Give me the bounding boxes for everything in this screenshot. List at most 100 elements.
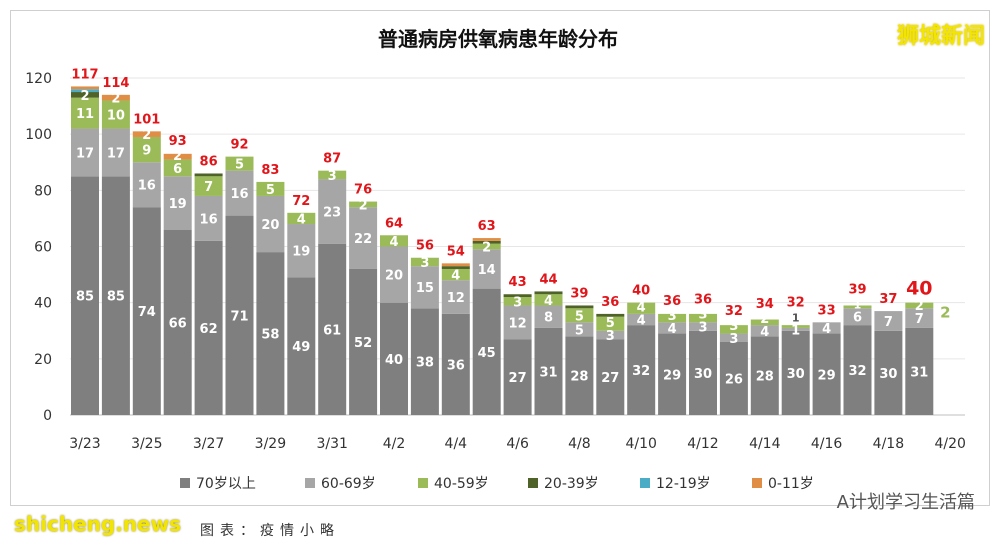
- y-tick-label: 40: [34, 296, 52, 312]
- bar-segment: [905, 327, 934, 415]
- segment-label: 31: [910, 365, 928, 380]
- segment-label: 4: [544, 294, 553, 309]
- legend-swatch: [752, 478, 762, 488]
- total-label: 40: [632, 284, 650, 299]
- side-label: 2: [940, 304, 950, 322]
- total-label: 76: [354, 183, 372, 198]
- total-label: 40: [906, 278, 932, 300]
- total-label: 37: [879, 292, 897, 307]
- bar-segment: [287, 277, 316, 415]
- bar-segment: [194, 176, 223, 196]
- bar-segment: [658, 322, 687, 334]
- bar-segment: [658, 313, 687, 323]
- segment-label: 52: [354, 336, 372, 351]
- segment-label: 29: [818, 368, 836, 383]
- bar-segment: [380, 235, 408, 247]
- bar-segment: [596, 339, 625, 415]
- bar-segment: [163, 176, 192, 230]
- segment-label: 3: [328, 169, 337, 184]
- segment-label: 1: [791, 323, 800, 338]
- total-label: 39: [848, 283, 866, 298]
- watermark-top-right: 狮城新闻: [896, 24, 985, 49]
- y-tick-label: 100: [25, 127, 52, 143]
- bar-segment: [472, 249, 501, 289]
- legend-swatch: [418, 478, 428, 488]
- segment-label: 3: [668, 309, 677, 324]
- bar-segment: [781, 327, 810, 331]
- segment-label: 2: [359, 198, 368, 213]
- bar-segment: [71, 97, 99, 129]
- bar-segment: [812, 333, 841, 415]
- bar-segment: [410, 266, 439, 309]
- bar-segment: [472, 243, 501, 250]
- segment-label: 3: [698, 321, 707, 336]
- y-tick-label: 60: [34, 240, 52, 256]
- bar-segment: [719, 341, 748, 415]
- segment-label: 3: [606, 329, 615, 344]
- bar-segment: [318, 179, 347, 244]
- segment-label: 7: [884, 315, 893, 330]
- legend-label: 12-19岁: [656, 476, 711, 492]
- segment-label: 74: [138, 305, 156, 320]
- bar-segment: [380, 246, 408, 303]
- bar-segment: [441, 266, 470, 269]
- bar-segment: [565, 308, 594, 323]
- segment-label: 85: [76, 290, 94, 305]
- segment-label: 22: [354, 232, 372, 247]
- bar-segment: [627, 325, 656, 415]
- bar-segment: [349, 201, 378, 208]
- segment-label: 4: [822, 322, 831, 337]
- footer-caption: 图表：疫情小略: [200, 523, 340, 539]
- total-label: 32: [787, 295, 805, 310]
- total-label: 32: [725, 304, 743, 319]
- bar-segment: [843, 305, 872, 309]
- bar-segment: [689, 330, 717, 415]
- segment-label: 19: [292, 245, 310, 260]
- segment-label: 5: [266, 183, 275, 198]
- total-label: 101: [133, 112, 160, 127]
- legend-swatch: [528, 478, 538, 488]
- legend-label: 70岁以上: [196, 476, 256, 492]
- segment-label: 28: [756, 370, 774, 385]
- total-label: 63: [478, 219, 496, 234]
- y-tick-label: 0: [43, 408, 52, 424]
- total-label: 54: [447, 244, 465, 259]
- bar-segment: [750, 325, 779, 337]
- segment-label: 16: [230, 187, 248, 202]
- bar-segment: [627, 313, 656, 326]
- bar-segment: [750, 336, 779, 415]
- bar-segment: [596, 313, 625, 317]
- x-tick-label: 3/25: [131, 436, 162, 452]
- segment-label: 12: [447, 291, 465, 306]
- total-label: 87: [323, 152, 341, 167]
- bar-segment: [318, 170, 347, 180]
- bar-segment: [719, 325, 748, 334]
- segment-label: 30: [694, 367, 712, 382]
- segment-label: 6: [173, 162, 182, 177]
- segment-label: 45: [478, 346, 496, 361]
- total-label: 117: [71, 67, 98, 82]
- segment-label: 32: [848, 364, 866, 379]
- segment-label: 1: [792, 311, 800, 324]
- x-tick-label: 4/8: [568, 436, 591, 452]
- segment-label: 20: [261, 218, 279, 233]
- bar-segment: [905, 302, 934, 309]
- legend-swatch: [180, 478, 190, 488]
- bar-segment: [719, 333, 748, 342]
- segment-label: 20: [385, 269, 403, 284]
- segment-label: 2: [482, 241, 491, 256]
- segment-label: 2: [142, 128, 151, 143]
- segment-label: 3: [729, 319, 738, 334]
- segment-label: 61: [323, 323, 341, 338]
- bar-segment: [689, 322, 717, 331]
- segment-label: 2: [111, 92, 120, 107]
- segment-label: 32: [632, 364, 650, 379]
- segment-label: 58: [261, 328, 279, 343]
- segment-label: 23: [323, 205, 341, 220]
- bar-segment: [349, 207, 378, 269]
- total-label: 39: [570, 286, 588, 301]
- segment-label: 2: [915, 299, 924, 314]
- bar-segment: [812, 322, 841, 334]
- segment-label: 6: [853, 311, 862, 326]
- segment-label: 14: [478, 263, 496, 278]
